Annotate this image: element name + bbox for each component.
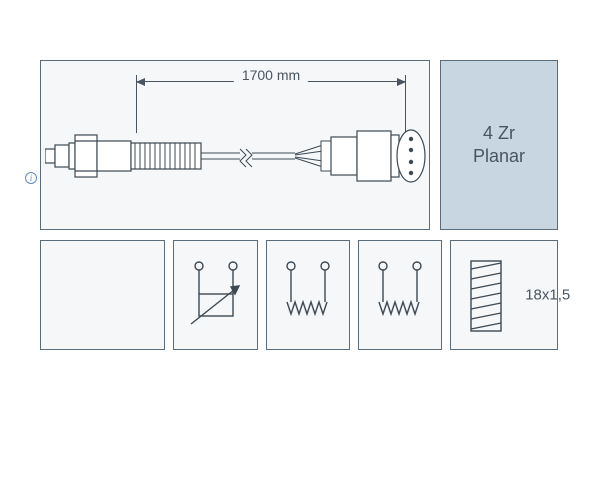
spec-box-heater-1 <box>266 240 350 350</box>
spec-box-thread: 18x1,5 <box>450 240 558 350</box>
thread-spec-label: 18x1,5 <box>525 287 570 304</box>
thread-icon <box>461 253 511 339</box>
diagram-canvas: FAE 1700 mm <box>40 60 560 350</box>
sensor-main-panel: 1700 mm <box>40 60 430 230</box>
description-panel: 4 Zr Planar <box>440 60 558 230</box>
spec-row: 18x1,5 <box>40 240 558 350</box>
dimension-annotation: 1700 mm <box>136 71 406 91</box>
dimension-label: 1700 mm <box>234 67 308 83</box>
spec-box-heater-2 <box>358 240 442 350</box>
description-text: 4 Zr Planar <box>473 122 525 169</box>
sensor-drawing <box>45 121 427 191</box>
heater-icon <box>365 252 435 338</box>
heater-icon <box>273 252 343 338</box>
spec-box-empty <box>40 240 165 350</box>
spec-box-variable-resistor <box>173 240 257 350</box>
info-icon: i <box>25 172 37 184</box>
variable-resistor-icon <box>181 252 251 338</box>
